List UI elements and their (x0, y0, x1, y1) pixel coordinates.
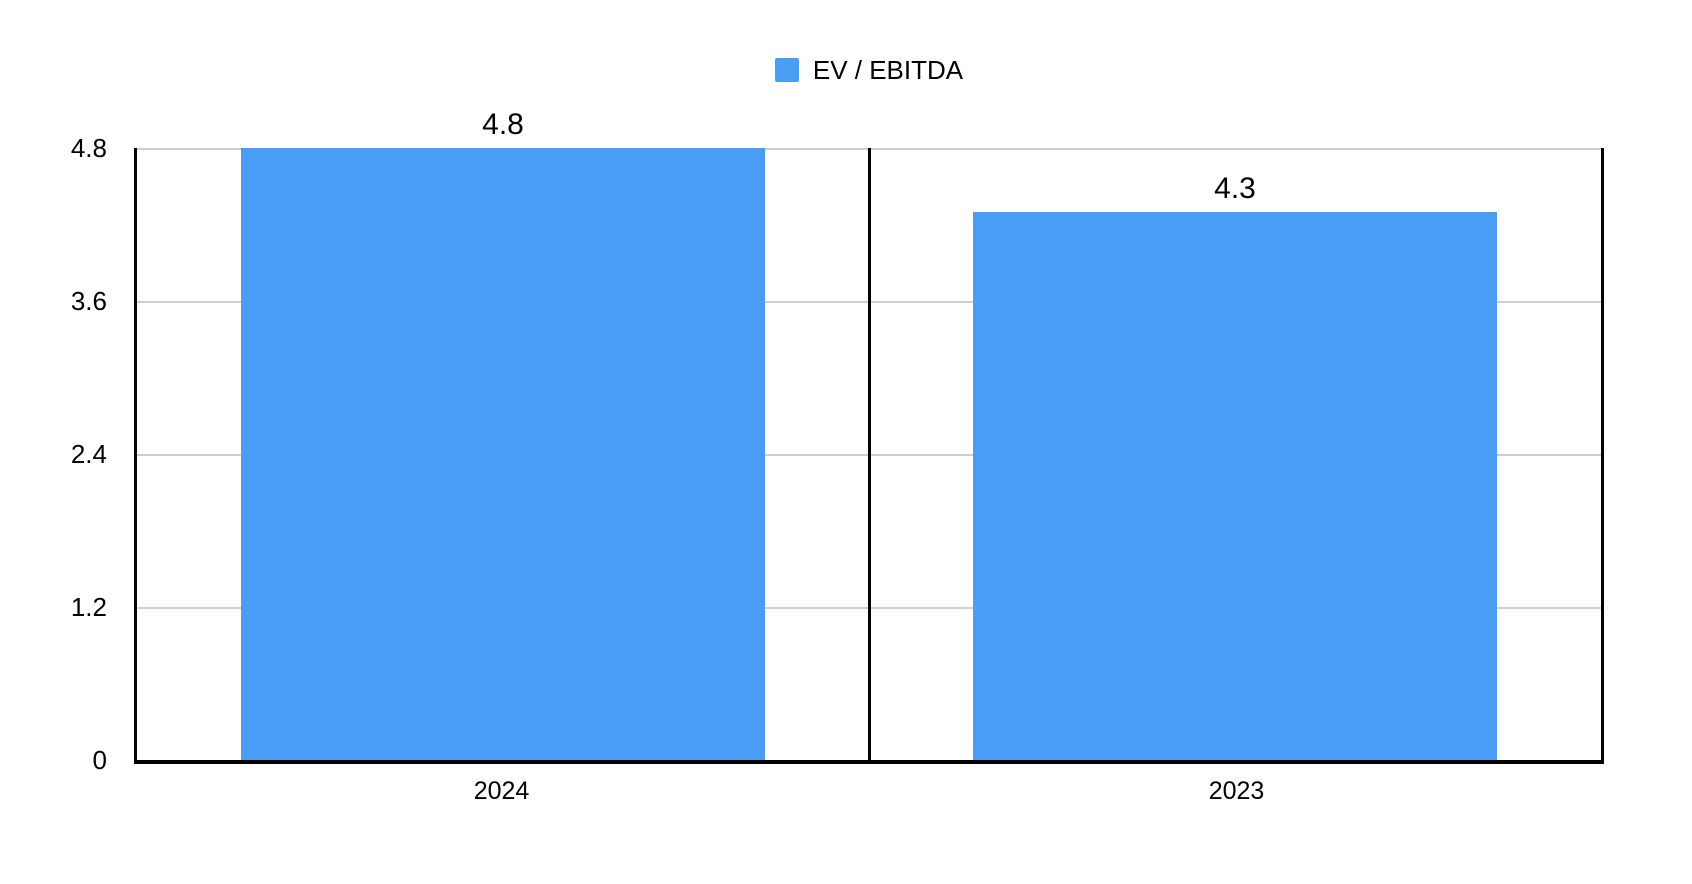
legend-swatch-icon (774, 58, 799, 82)
y-tick-label: 2.4 (70, 439, 107, 469)
y-tick-label: 4.8 (70, 133, 107, 163)
category-divider-line (867, 148, 871, 760)
bar-column: 4.8 (137, 110, 869, 760)
legend: EV / EBITDA (134, 55, 1604, 85)
y-tick-label: 0 (92, 745, 107, 775)
bar-value-label: 4.3 (1214, 171, 1256, 205)
bar-value-label: 4.8 (482, 108, 524, 141)
y-axis: 0 1.2 2.4 3.6 4.8 (0, 135, 107, 773)
bar-columns: 4.8 4.3 (137, 110, 1601, 760)
bar-2023[interactable] (973, 211, 1497, 760)
legend-label: EV / EBITDA (812, 55, 964, 85)
x-axis: 2024 2023 (134, 776, 1604, 812)
bar-column: 4.3 (869, 148, 1601, 760)
bar-2024[interactable] (241, 148, 765, 760)
y-tick-label: 1.2 (70, 592, 107, 622)
x-category-label: 2023 (1208, 777, 1265, 805)
x-category-label: 2024 (473, 777, 530, 805)
plot-area: 4.8 4.3 (134, 110, 1604, 764)
y-tick-label: 3.6 (70, 286, 107, 316)
